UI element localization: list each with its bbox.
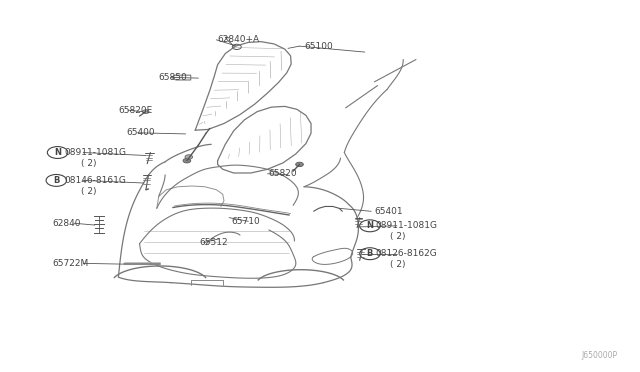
Text: ( 2): ( 2) [390,260,406,269]
Text: ( 2): ( 2) [390,232,406,241]
Text: 08911-1081G: 08911-1081G [375,221,437,230]
Text: J650000P: J650000P [582,351,618,360]
Text: 65401: 65401 [374,207,403,216]
Text: ( 2): ( 2) [81,187,96,196]
Text: 65820E: 65820E [118,106,153,115]
Text: 65820: 65820 [269,169,298,178]
Text: 62840+A: 62840+A [218,35,260,44]
Text: 65512: 65512 [200,238,228,247]
Text: ( 2): ( 2) [81,159,96,168]
Text: N: N [367,221,373,230]
Circle shape [296,162,303,167]
Text: 08911-1081G: 08911-1081G [64,148,126,157]
Text: 65400: 65400 [127,128,156,137]
Text: B: B [367,249,373,258]
Circle shape [143,110,149,113]
Text: B: B [53,176,60,185]
Text: N: N [54,148,61,157]
Text: 08146-8161G: 08146-8161G [64,176,126,185]
Circle shape [185,155,193,159]
Text: 65710: 65710 [232,217,260,226]
Circle shape [183,158,191,163]
Text: 65100: 65100 [304,42,333,51]
Text: 08126-8162G: 08126-8162G [375,249,436,258]
Text: 62840: 62840 [52,219,81,228]
Text: 65722M: 65722M [52,259,89,268]
Text: 65850: 65850 [159,73,188,82]
